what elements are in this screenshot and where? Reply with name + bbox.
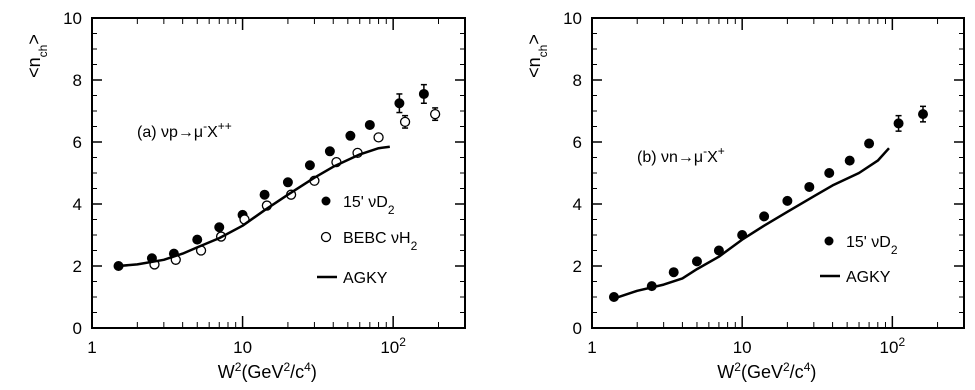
x-tick-label: 102	[880, 335, 906, 357]
data-point	[691, 256, 702, 267]
legend-label: AGKY	[846, 269, 891, 286]
x-tick-label: 1	[87, 338, 96, 357]
data-point	[668, 267, 679, 278]
chart-panel-b: 0 2 4 6 8 10 1 10 102 W2(GeV2/c4) <nch> (b) νn→μ-X+…	[524, 9, 965, 382]
data-point	[304, 160, 315, 171]
data-point	[918, 109, 929, 120]
data-point	[429, 108, 441, 120]
x-axis-title: W2(GeV2/c4)	[218, 360, 317, 382]
y-tick-label: 6	[73, 133, 82, 152]
y-tick-label: 10	[63, 9, 82, 28]
data-point	[713, 245, 724, 256]
legend-entry: 15' νD2	[824, 234, 898, 257]
legend-label: BEBC νH2	[343, 230, 418, 253]
x-tick-label: 10	[733, 338, 752, 357]
data-point	[864, 138, 875, 149]
data-point	[399, 116, 411, 127]
agky-curve	[118, 145, 390, 268]
legend-label: 15' νD2	[846, 234, 898, 257]
data-point	[324, 146, 335, 157]
data-point	[282, 177, 293, 188]
data-point	[418, 88, 429, 99]
y-tick-label: 0	[73, 319, 82, 338]
plot-frame	[591, 17, 965, 329]
data-point	[804, 181, 815, 192]
series-line	[118, 145, 390, 268]
plot-frame	[91, 17, 466, 329]
data-point	[345, 130, 356, 141]
legend-label: 15' νD2	[343, 194, 395, 217]
data-point	[782, 195, 793, 206]
data-point	[759, 211, 770, 222]
legend-entry: AGKY	[317, 270, 388, 287]
data-point	[214, 222, 225, 233]
y-tick-label: 4	[73, 195, 82, 214]
x-tick-label: 1	[587, 338, 596, 357]
legend-marker	[824, 236, 834, 246]
x-tick-label: 10	[233, 338, 252, 357]
data-point	[192, 234, 203, 245]
legend-entry: BEBC νH2	[320, 230, 418, 253]
y-tick-label: 6	[573, 133, 582, 152]
y-tick-label: 10	[563, 9, 582, 28]
agky-curve	[613, 147, 890, 300]
legend-marker	[320, 231, 332, 243]
y-axis-title: <nch>	[524, 34, 550, 78]
y-tick-label: 4	[573, 195, 582, 214]
panel-label: (a) νp→μ-X++	[137, 119, 232, 141]
data-point	[893, 118, 904, 129]
series-line	[613, 147, 890, 300]
data-point	[844, 155, 855, 166]
y-tick-label: 8	[73, 71, 82, 90]
x-tick-label: 102	[380, 335, 406, 357]
data-point	[824, 168, 835, 178]
y-tick-label: 0	[573, 319, 582, 338]
x-axis-title: W2(GeV2/c4)	[717, 360, 816, 382]
legend-entry: 15' νD2	[321, 194, 395, 217]
y-tick-label: 2	[73, 257, 82, 276]
panel-label: (b) νn→μ-X+	[637, 144, 725, 166]
legend-label: AGKY	[343, 270, 388, 287]
data-point	[364, 119, 375, 130]
legend-marker	[321, 196, 331, 206]
y-axis-title: <nch>	[24, 34, 50, 78]
chart-panel-a: 0 2 4 6 8 10 1 10 102 W2(GeV2/c4) <nch> (a) νp→μ-X+…	[24, 9, 466, 382]
legend-entry: AGKY	[820, 269, 891, 286]
y-tick-label: 8	[573, 71, 582, 90]
data-point	[373, 132, 384, 143]
data-point	[394, 98, 405, 109]
y-tick-label: 2	[573, 257, 582, 276]
data-point	[259, 189, 270, 200]
